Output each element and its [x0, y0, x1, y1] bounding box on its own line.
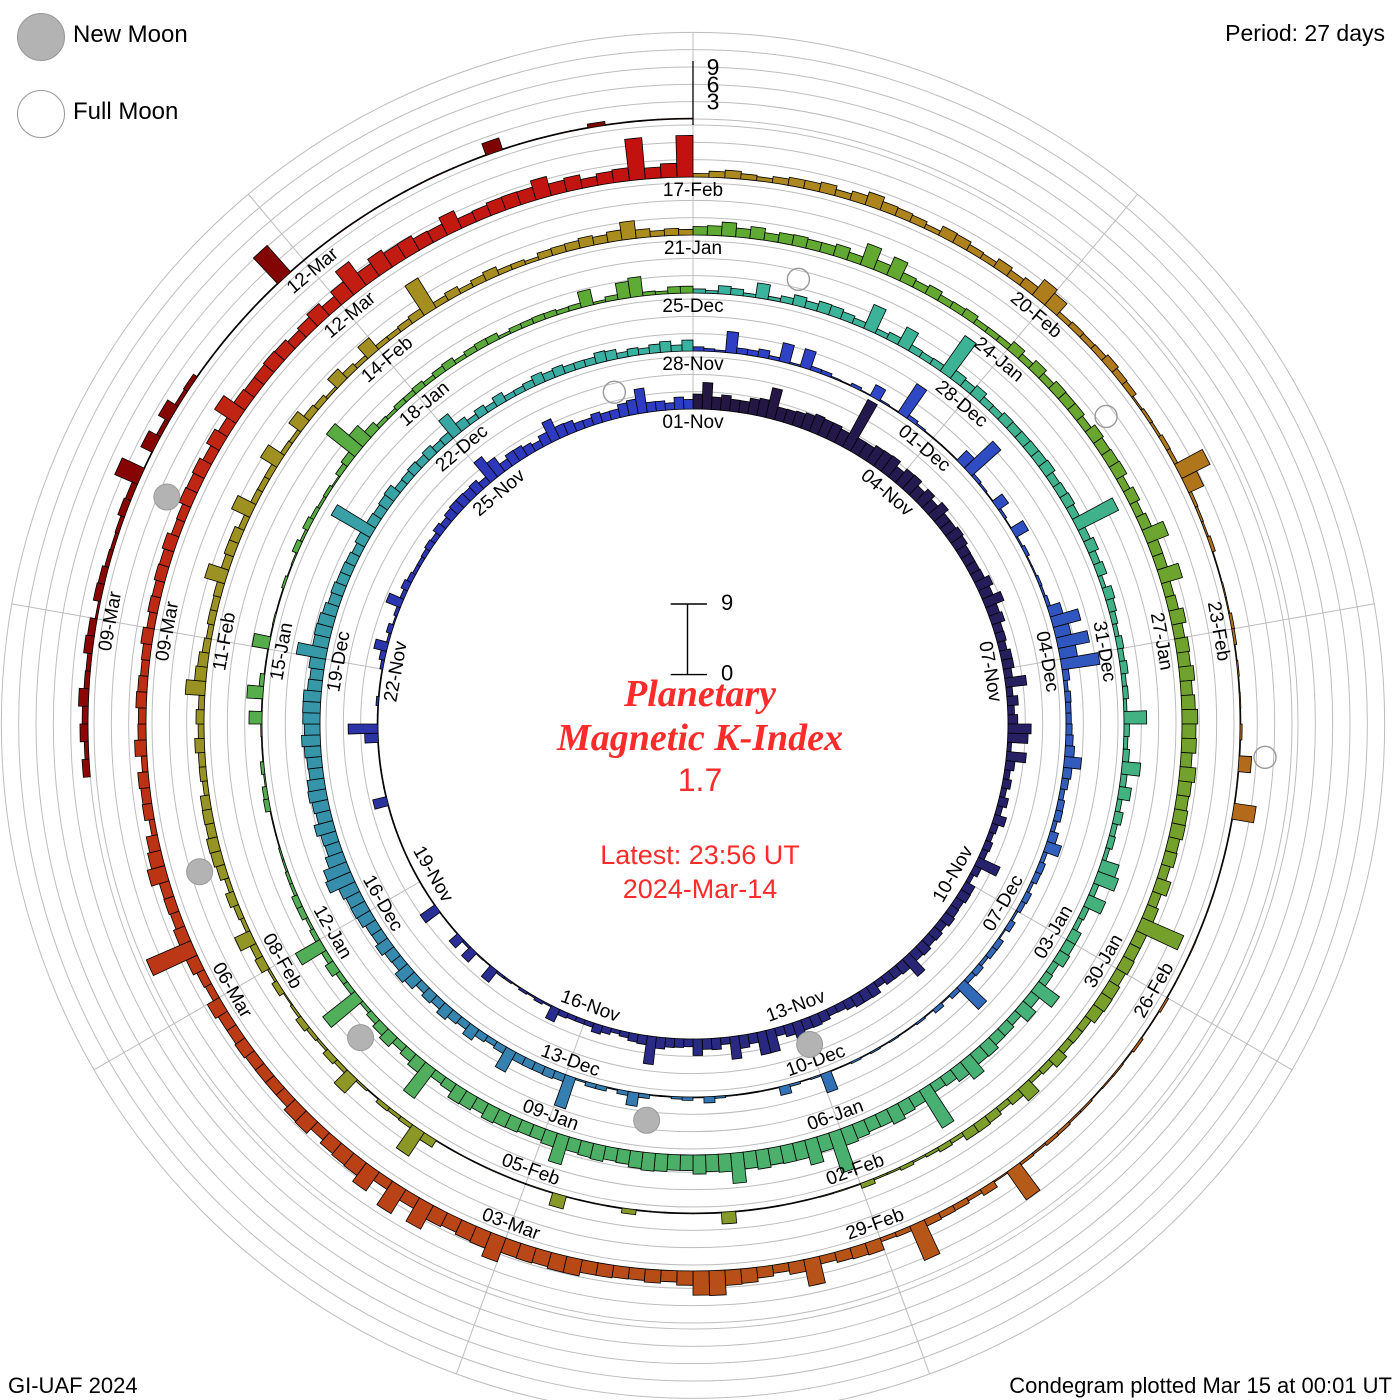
- svg-text:21-Jan: 21-Jan: [664, 238, 722, 259]
- svg-text:3: 3: [707, 89, 720, 115]
- svg-text:17-Feb: 17-Feb: [663, 180, 723, 201]
- svg-text:01-Nov: 01-Nov: [662, 412, 724, 433]
- svg-text:28-Nov: 28-Nov: [662, 354, 724, 375]
- svg-text:25-Dec: 25-Dec: [662, 296, 723, 317]
- svg-text:9: 9: [721, 590, 733, 615]
